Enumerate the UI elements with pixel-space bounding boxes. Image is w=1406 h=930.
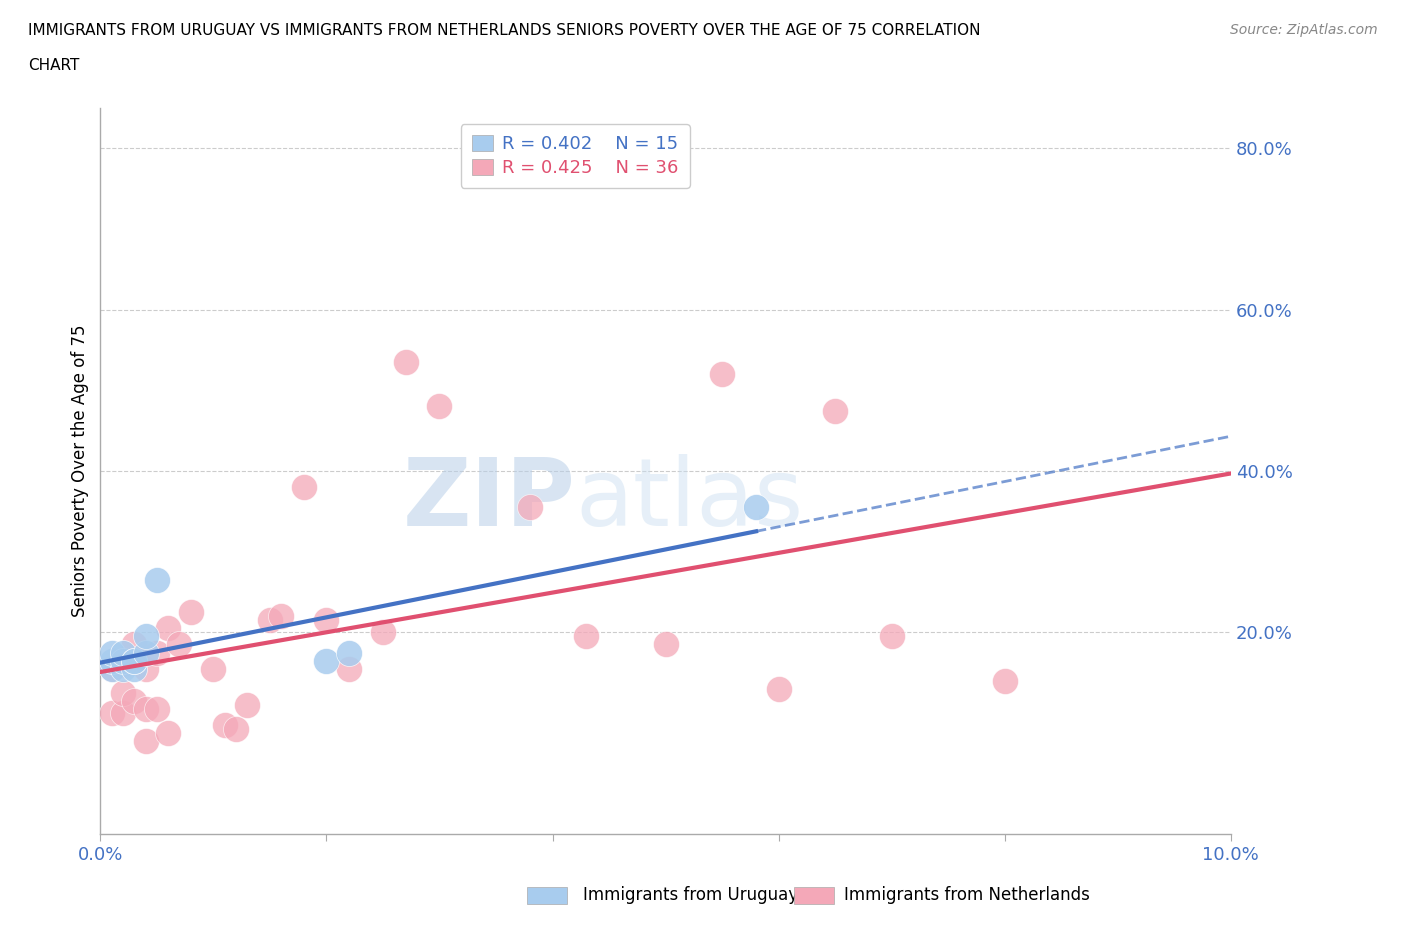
Point	[202, 661, 225, 676]
Text: atlas: atlas	[575, 454, 803, 546]
Text: ZIP: ZIP	[402, 454, 575, 546]
Point	[100, 653, 122, 668]
Point	[337, 645, 360, 660]
Point	[371, 625, 394, 640]
Point	[236, 698, 259, 712]
Point	[100, 706, 122, 721]
Point	[315, 613, 337, 628]
Point	[394, 354, 416, 369]
Point	[292, 480, 315, 495]
Text: Immigrants from Uruguay: Immigrants from Uruguay	[583, 885, 799, 904]
Point	[225, 722, 247, 737]
Point	[270, 609, 292, 624]
Point	[111, 685, 134, 700]
Point	[745, 500, 768, 515]
Point	[157, 725, 180, 740]
Point	[146, 645, 169, 660]
Point	[575, 629, 598, 644]
Point	[122, 653, 145, 668]
Point	[180, 604, 202, 619]
Point	[111, 706, 134, 721]
Point	[337, 661, 360, 676]
Point	[135, 645, 157, 660]
Point	[768, 682, 790, 697]
Text: Source: ZipAtlas.com: Source: ZipAtlas.com	[1230, 23, 1378, 37]
Point	[111, 658, 134, 672]
Point	[259, 613, 281, 628]
Point	[100, 661, 122, 676]
Point	[994, 673, 1017, 688]
Point	[135, 629, 157, 644]
Point	[135, 701, 157, 716]
Text: Immigrants from Netherlands: Immigrants from Netherlands	[844, 885, 1090, 904]
Point	[100, 645, 122, 660]
Y-axis label: Seniors Poverty Over the Age of 75: Seniors Poverty Over the Age of 75	[72, 325, 89, 618]
Point	[654, 637, 676, 652]
Point	[880, 629, 903, 644]
Point	[122, 637, 145, 652]
Point	[146, 573, 169, 588]
Point	[315, 653, 337, 668]
Point	[711, 366, 734, 381]
Point	[824, 403, 846, 418]
Text: CHART: CHART	[28, 58, 80, 73]
Point	[111, 645, 134, 660]
Point	[122, 694, 145, 709]
Point	[122, 661, 145, 676]
Point	[135, 661, 157, 676]
Point	[429, 399, 451, 414]
Point	[100, 661, 122, 676]
Legend: R = 0.402    N = 15, R = 0.425    N = 36: R = 0.402 N = 15, R = 0.425 N = 36	[461, 125, 689, 188]
Point	[146, 701, 169, 716]
Point	[519, 500, 541, 515]
Point	[111, 653, 134, 668]
Point	[157, 621, 180, 636]
Point	[122, 653, 145, 668]
Point	[214, 718, 236, 733]
Point	[135, 734, 157, 749]
Point	[111, 661, 134, 676]
Text: IMMIGRANTS FROM URUGUAY VS IMMIGRANTS FROM NETHERLANDS SENIORS POVERTY OVER THE : IMMIGRANTS FROM URUGUAY VS IMMIGRANTS FR…	[28, 23, 980, 38]
Point	[169, 637, 191, 652]
